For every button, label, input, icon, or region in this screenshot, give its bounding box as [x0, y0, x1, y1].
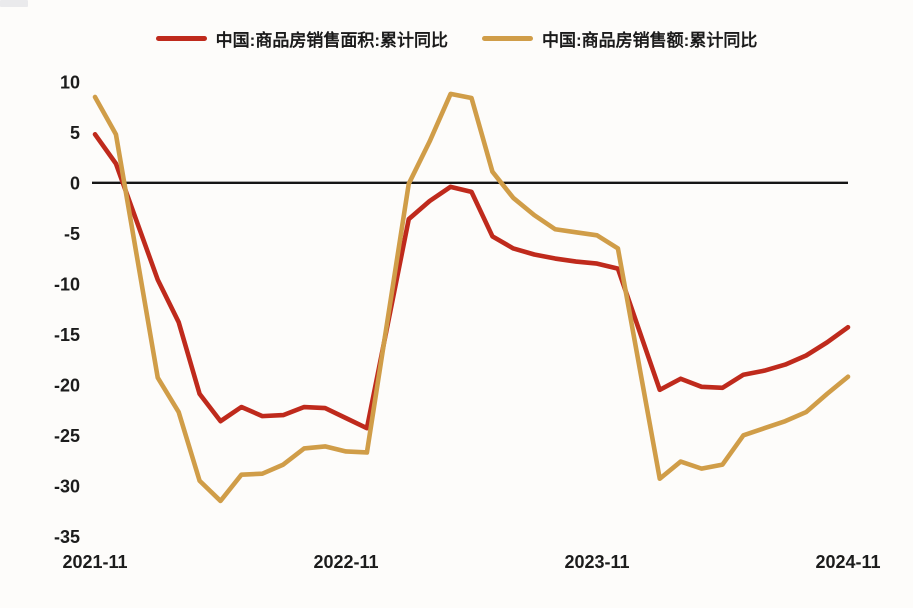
y-tick-label: -5 — [64, 224, 80, 244]
y-tick-label: 10 — [60, 72, 80, 92]
chart-legend: 中国:商品房销售面积:累计同比 中国:商品房销售额:累计同比 — [0, 26, 913, 51]
legend-label-sales-area: 中国:商品房销售面积:累计同比 — [215, 31, 448, 50]
x-tick-label: 2024-11 — [815, 552, 880, 572]
y-tick-label: -15 — [54, 325, 80, 345]
y-tick-label: -10 — [54, 274, 80, 294]
y-tick-label: -20 — [54, 375, 80, 395]
legend-label-sales-amount: 中国:商品房销售额:累计同比 — [542, 31, 758, 50]
legend-swatch-sales-amount — [482, 36, 533, 41]
y-tick-label: -30 — [54, 476, 80, 496]
x-tick-label: 2021-11 — [62, 552, 127, 572]
series-line-sales-amount — [92, 91, 851, 504]
series-line-sales-area — [92, 132, 851, 431]
y-tick-label: -35 — [54, 527, 80, 547]
legend-swatch-sales-area — [155, 36, 207, 41]
corner-artifact — [0, 0, 28, 7]
legend-item-sales-amount: 中国:商品房销售额:累计同比 — [482, 26, 757, 51]
x-tick-label: 2023-11 — [564, 552, 629, 572]
x-tick-label: 2022-11 — [313, 552, 378, 572]
y-tick-label: 0 — [70, 173, 80, 193]
y-tick-label: 5 — [70, 123, 80, 143]
y-tick-label: -25 — [54, 426, 80, 446]
legend-item-sales-area: 中国:商品房销售面积:累计同比 — [155, 26, 448, 51]
